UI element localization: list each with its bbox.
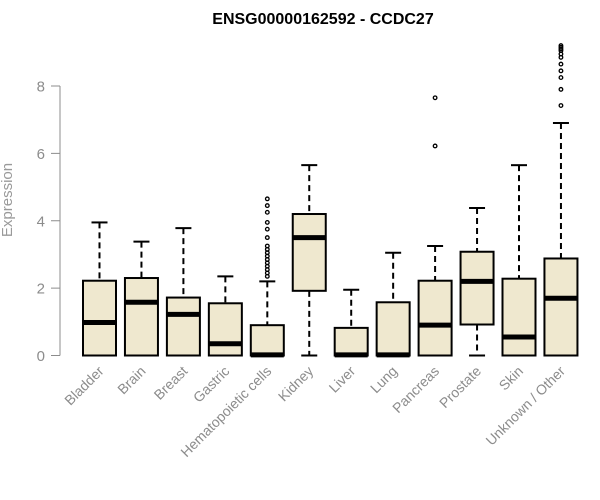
outlier-point (558, 44, 564, 50)
x-tick-label: Brain (114, 363, 148, 397)
box-bladder (82, 221, 117, 357)
iqr-box (459, 250, 495, 326)
y-tick-label: 6 (37, 146, 45, 163)
outlier-point (558, 103, 564, 108)
box-lung (375, 251, 411, 358)
y-tick-label: 4 (37, 213, 45, 230)
box-kidney (291, 164, 327, 357)
y-tick-label: 8 (37, 79, 45, 96)
x-tick-label: Lung (367, 363, 400, 396)
iqr-box (123, 277, 159, 357)
iqr-box (291, 213, 327, 292)
iqr-box (375, 301, 411, 357)
box-breast (165, 227, 201, 357)
iqr-box (501, 277, 537, 357)
x-tick-label: Pancreas (389, 363, 442, 416)
x-tick-label: Unknown / Other (482, 363, 568, 449)
chart-title: ENSG00000162592 - CCDC27 (212, 11, 434, 28)
box-pancreas (417, 95, 453, 357)
outlier-point (264, 226, 270, 232)
box-liver (333, 288, 369, 358)
outlier-point (264, 243, 270, 249)
x-tick-label: Liver (326, 363, 359, 396)
iqr-box (82, 279, 117, 357)
y-tick-label: 2 (37, 281, 45, 298)
iqr-box (417, 279, 453, 357)
outlier-point (432, 95, 438, 101)
y-axis: 0 2 4 6 8 (37, 79, 61, 365)
outlier-point (558, 68, 564, 74)
outlier-point (264, 203, 270, 209)
y-axis-label: Expression (0, 163, 16, 237)
iqr-box (333, 326, 369, 357)
outlier-point (432, 143, 438, 149)
iqr-box (249, 324, 285, 357)
iqr-box (165, 296, 201, 357)
box-unknown-other (543, 43, 579, 357)
iqr-box (207, 302, 243, 357)
outlier-point (264, 219, 270, 225)
outlier-point (558, 43, 564, 49)
box-skin (501, 164, 537, 357)
box-series (82, 43, 579, 358)
x-tick-label: Breast (151, 363, 191, 403)
box-hematopoietic-cells (249, 196, 285, 358)
outlier-point (264, 209, 270, 215)
box-brain (123, 240, 159, 357)
outlier-point (558, 75, 564, 81)
outlier-point (558, 86, 564, 92)
x-tick-label: Skin (496, 363, 527, 394)
outlier-point (558, 61, 564, 67)
y-tick-label: 0 (37, 348, 45, 365)
outlier-point (264, 235, 270, 241)
x-tick-label: Prostate (436, 363, 484, 411)
x-tick-label: Kidney (275, 363, 317, 405)
box-prostate (459, 206, 495, 357)
x-tick-label: Bladder (61, 363, 107, 409)
outlier-point (264, 196, 270, 202)
iqr-box (543, 257, 579, 357)
box-gastric (207, 275, 243, 357)
